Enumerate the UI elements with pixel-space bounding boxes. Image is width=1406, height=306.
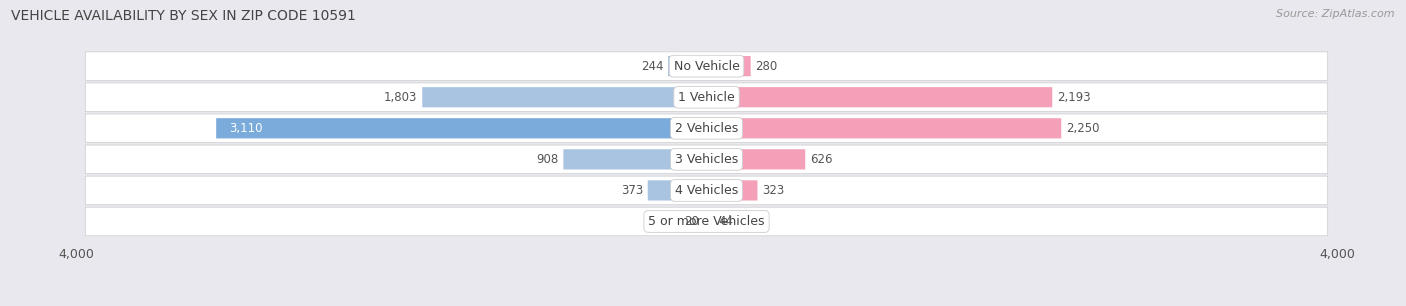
Text: 20: 20 — [683, 215, 699, 228]
Text: 3,110: 3,110 — [229, 122, 263, 135]
Text: 373: 373 — [620, 184, 643, 197]
Text: 1 Vehicle: 1 Vehicle — [678, 91, 735, 104]
FancyBboxPatch shape — [86, 83, 1327, 111]
FancyBboxPatch shape — [706, 87, 1052, 107]
Text: 2,193: 2,193 — [1057, 91, 1091, 104]
Text: 44: 44 — [718, 215, 733, 228]
FancyBboxPatch shape — [648, 180, 707, 200]
FancyBboxPatch shape — [86, 207, 1327, 236]
FancyBboxPatch shape — [706, 56, 751, 76]
FancyBboxPatch shape — [706, 118, 1062, 138]
Text: 2,250: 2,250 — [1066, 122, 1099, 135]
FancyBboxPatch shape — [422, 87, 707, 107]
FancyBboxPatch shape — [706, 149, 806, 170]
FancyBboxPatch shape — [86, 176, 1327, 205]
Text: 908: 908 — [536, 153, 558, 166]
Text: 5 or more Vehicles: 5 or more Vehicles — [648, 215, 765, 228]
FancyBboxPatch shape — [706, 211, 713, 232]
FancyBboxPatch shape — [86, 145, 1327, 174]
Text: 323: 323 — [762, 184, 785, 197]
FancyBboxPatch shape — [668, 56, 707, 76]
Text: Source: ZipAtlas.com: Source: ZipAtlas.com — [1277, 9, 1395, 19]
Text: 280: 280 — [755, 60, 778, 73]
Text: 3 Vehicles: 3 Vehicles — [675, 153, 738, 166]
Text: 1,803: 1,803 — [384, 91, 418, 104]
FancyBboxPatch shape — [217, 118, 707, 138]
Text: 626: 626 — [810, 153, 832, 166]
Text: 4 Vehicles: 4 Vehicles — [675, 184, 738, 197]
FancyBboxPatch shape — [564, 149, 707, 170]
FancyBboxPatch shape — [703, 211, 707, 232]
FancyBboxPatch shape — [86, 52, 1327, 80]
Text: 2 Vehicles: 2 Vehicles — [675, 122, 738, 135]
Text: No Vehicle: No Vehicle — [673, 60, 740, 73]
FancyBboxPatch shape — [86, 114, 1327, 143]
Text: 244: 244 — [641, 60, 664, 73]
FancyBboxPatch shape — [706, 180, 758, 200]
Text: VEHICLE AVAILABILITY BY SEX IN ZIP CODE 10591: VEHICLE AVAILABILITY BY SEX IN ZIP CODE … — [11, 9, 356, 23]
